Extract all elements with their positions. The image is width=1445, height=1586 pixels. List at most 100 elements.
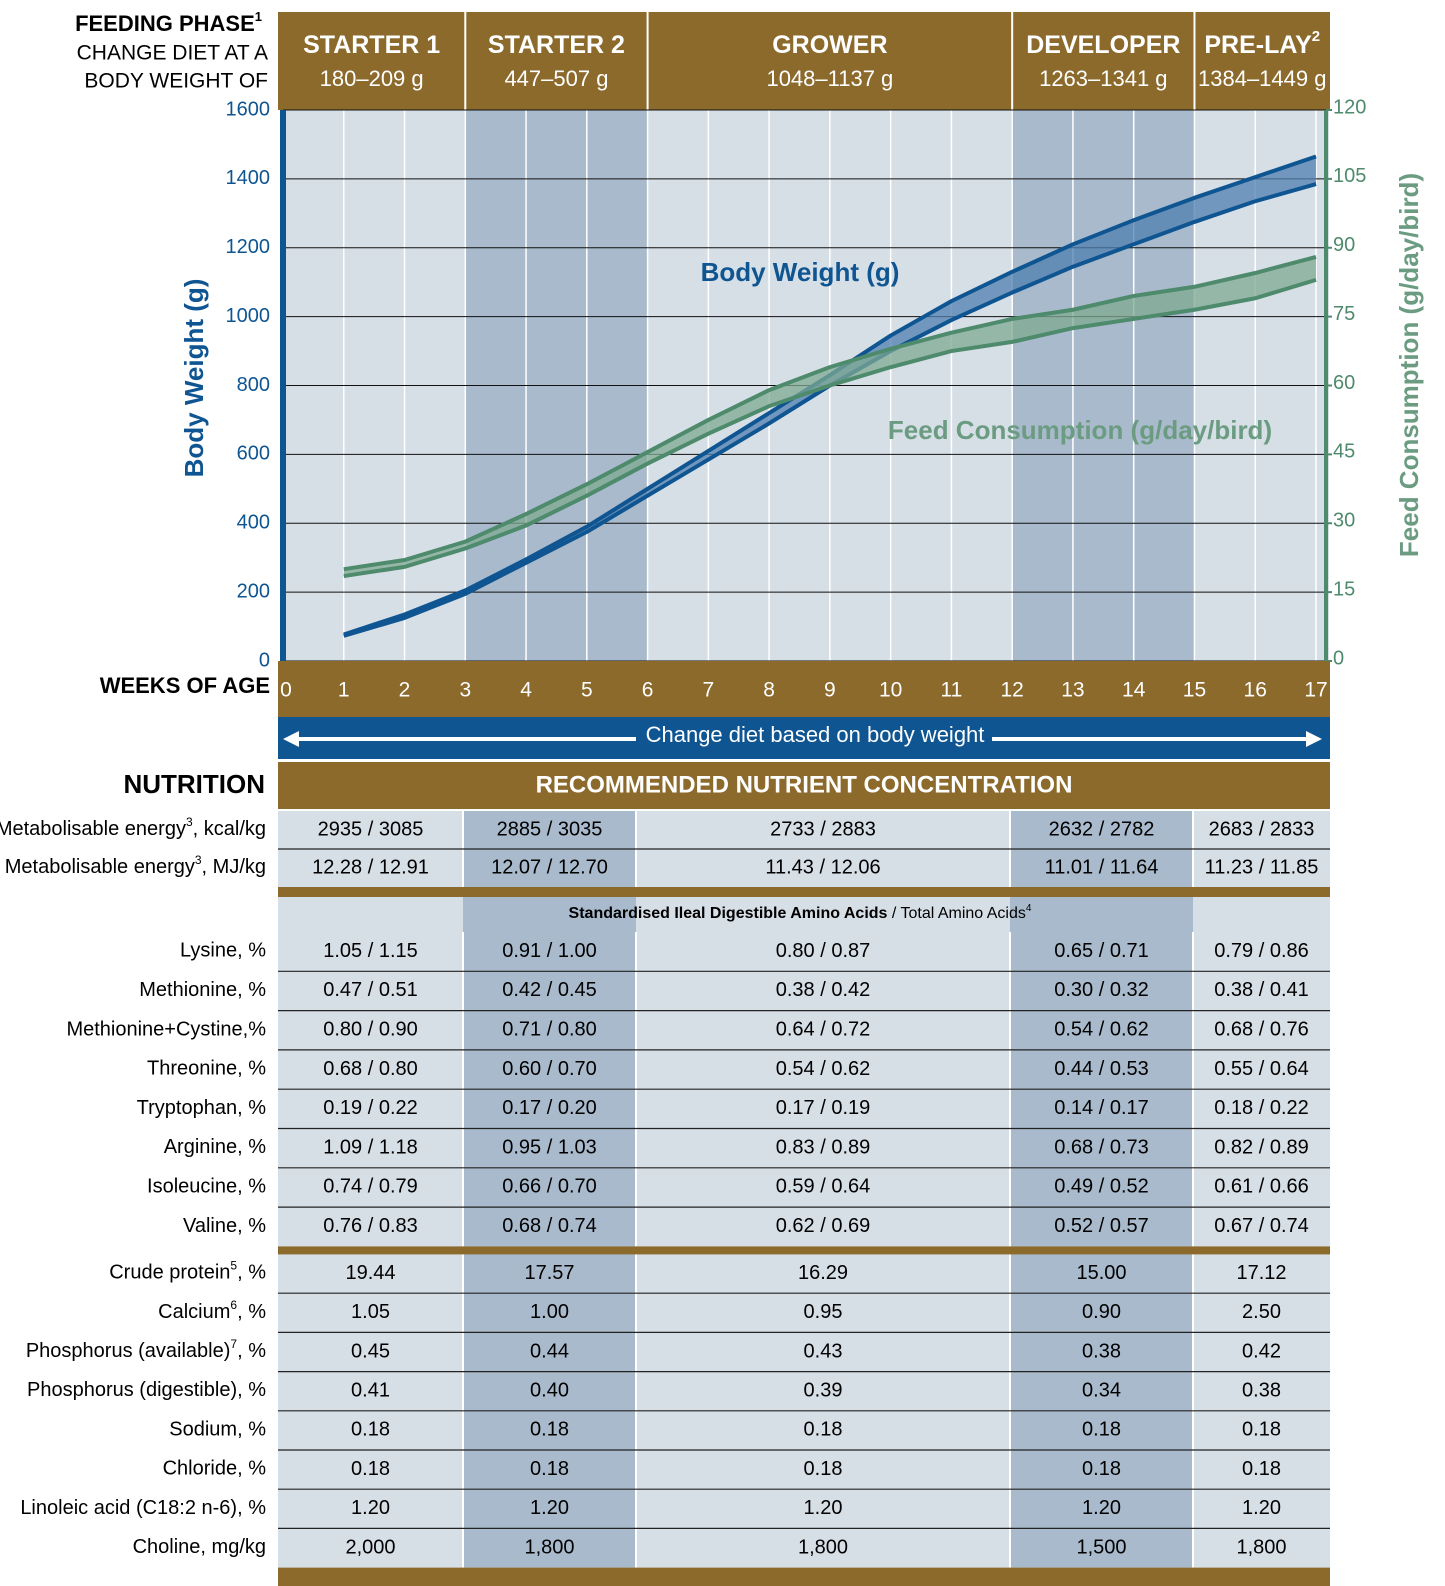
row-label-unit: , kcal/kg — [193, 818, 266, 840]
nutrition-title: NUTRITION — [123, 769, 265, 799]
phase-range: 1048–1137 g — [766, 66, 893, 91]
column-cell-bg — [278, 897, 463, 1247]
row-label-text: Tryptophan, % — [137, 1097, 267, 1119]
footnote-mark: 2 — [1312, 28, 1320, 45]
cell-value: 0.68 / 0.74 — [502, 1215, 597, 1237]
arrow-head — [283, 731, 299, 747]
cell-value: 0.55 / 0.64 — [1214, 1058, 1309, 1080]
row-label-text: Threonine, % — [147, 1058, 266, 1080]
phase-name: DEVELOPER — [1026, 31, 1180, 59]
cell-value: 0.17 / 0.20 — [502, 1097, 597, 1119]
row-label-text: Methionine+Cystine,% — [66, 1019, 266, 1041]
subheader-rest: / Total Amino Acids — [887, 905, 1025, 922]
cell-value: 15.00 — [1076, 1262, 1126, 1284]
cell-value: 0.39 — [804, 1379, 843, 1401]
x-tick-label: 13 — [1061, 679, 1084, 702]
phase-name: GROWER — [772, 31, 887, 59]
cell-value: 0.34 — [1082, 1379, 1121, 1401]
cell-value: 0.61 / 0.66 — [1214, 1176, 1309, 1198]
cell-value: 0.18 — [1082, 1419, 1121, 1441]
row-label-unit: , % — [237, 1301, 266, 1323]
cell-value: 2885 / 3035 — [497, 818, 603, 840]
cell-value: 1.05 — [351, 1301, 390, 1323]
x-tick-label: 16 — [1244, 679, 1267, 702]
cell-value: 2.50 — [1242, 1301, 1281, 1323]
series-annotation: Body Weight (g) — [701, 257, 900, 287]
x-tick-label: 12 — [1000, 679, 1023, 702]
cell-value: 0.18 — [530, 1419, 569, 1441]
row-label-text: Valine, % — [183, 1215, 266, 1237]
y2-tick-label: 90 — [1333, 234, 1355, 256]
cell-value: 2,000 — [345, 1536, 395, 1558]
row-label: Methionine, % — [139, 979, 266, 1001]
column-cell-bg — [1010, 897, 1193, 1247]
cell-value: 1.20 — [351, 1497, 390, 1519]
row-label: Threonine, % — [147, 1058, 266, 1080]
cell-value: 0.82 / 0.89 — [1214, 1136, 1309, 1158]
row-label: Arginine, % — [164, 1136, 266, 1158]
y2-tick-label: 75 — [1333, 303, 1355, 325]
cell-value: 12.28 / 12.91 — [312, 856, 429, 878]
row-label-text: Phosphorus (available) — [26, 1340, 231, 1362]
cell-value: 0.18 / 0.22 — [1214, 1097, 1309, 1119]
cell-value: 0.83 / 0.89 — [776, 1136, 871, 1158]
cell-value: 0.17 / 0.19 — [776, 1097, 871, 1119]
header-title: FEEDING PHASE1 — [75, 9, 262, 36]
cell-value: 0.18 — [1242, 1458, 1281, 1480]
phase-name-text: PRE-LAY — [1204, 31, 1312, 59]
cell-value: 1.09 / 1.18 — [323, 1136, 418, 1158]
cell-value: 0.42 / 0.45 — [502, 979, 597, 1001]
cell-value: 0.76 / 0.83 — [323, 1215, 418, 1237]
phase-name: PRE-LAY2 — [1204, 28, 1320, 58]
row-label-text: Crude protein — [109, 1262, 230, 1284]
footnote-mark: 7 — [230, 1337, 237, 1351]
y-tick-label: 1600 — [226, 98, 271, 120]
x-tick-label: 6 — [642, 679, 654, 702]
cell-value: 1,800 — [524, 1536, 574, 1558]
phase-name: STARTER 2 — [488, 31, 625, 59]
cell-value: 0.18 — [1082, 1458, 1121, 1480]
cell-value: 0.74 / 0.79 — [323, 1176, 418, 1198]
row-label-text: Calcium — [158, 1301, 230, 1323]
row-label-unit: , % — [237, 1262, 266, 1284]
phase-name: STARTER 1 — [303, 31, 440, 59]
cell-value: 17.57 — [524, 1262, 574, 1284]
row-label: Metabolisable energy3, kcal/kg — [0, 815, 266, 840]
row-label: Isoleucine, % — [147, 1176, 266, 1198]
cell-value: 2935 / 3085 — [318, 818, 424, 840]
cell-value: 0.65 / 0.71 — [1054, 940, 1149, 962]
y-tick-label: 200 — [237, 580, 270, 602]
phase-name-text: DEVELOPER — [1026, 31, 1180, 59]
x-tick-label: 1 — [338, 679, 350, 702]
cell-value: 0.49 / 0.52 — [1054, 1176, 1149, 1198]
row-label: Chloride, % — [163, 1458, 267, 1480]
cell-value: 1.20 — [1082, 1497, 1121, 1519]
footnote-mark: 3 — [186, 815, 193, 829]
row-label: Crude protein5, % — [109, 1259, 266, 1284]
x-tick-label: 5 — [581, 679, 593, 702]
row-label-text: Methionine, % — [139, 979, 266, 1001]
y2-tick-label: 15 — [1333, 578, 1355, 600]
cell-value: 1.20 — [1242, 1497, 1281, 1519]
y2-axis-title: Feed Consumption (g/day/bird) — [1394, 173, 1424, 557]
row-label: Phosphorus (digestible), % — [27, 1379, 266, 1401]
x-axis-band — [278, 661, 1330, 717]
cell-value: 0.47 / 0.51 — [323, 979, 418, 1001]
header-band — [278, 12, 1330, 110]
row-label: Calcium6, % — [158, 1298, 266, 1323]
cell-value: 2632 / 2782 — [1049, 818, 1155, 840]
footnote-mark: 4 — [1026, 903, 1032, 914]
x-tick-label: 4 — [520, 679, 532, 702]
cell-value: 2733 / 2883 — [770, 818, 876, 840]
y-tick-label: 0 — [259, 649, 270, 671]
cell-value: 0.59 / 0.64 — [776, 1176, 871, 1198]
cell-value: 0.42 — [1242, 1340, 1281, 1362]
cell-value: 16.29 — [798, 1262, 848, 1284]
x-tick-label: 15 — [1183, 679, 1206, 702]
arrow-head — [1306, 731, 1322, 747]
row-label: Phosphorus (available)7, % — [26, 1337, 266, 1362]
cell-value: 0.41 — [351, 1379, 390, 1401]
cell-value: 0.19 / 0.22 — [323, 1097, 418, 1119]
cell-value: 0.91 / 1.00 — [502, 940, 597, 962]
cell-value: 0.68 / 0.76 — [1214, 1019, 1309, 1041]
